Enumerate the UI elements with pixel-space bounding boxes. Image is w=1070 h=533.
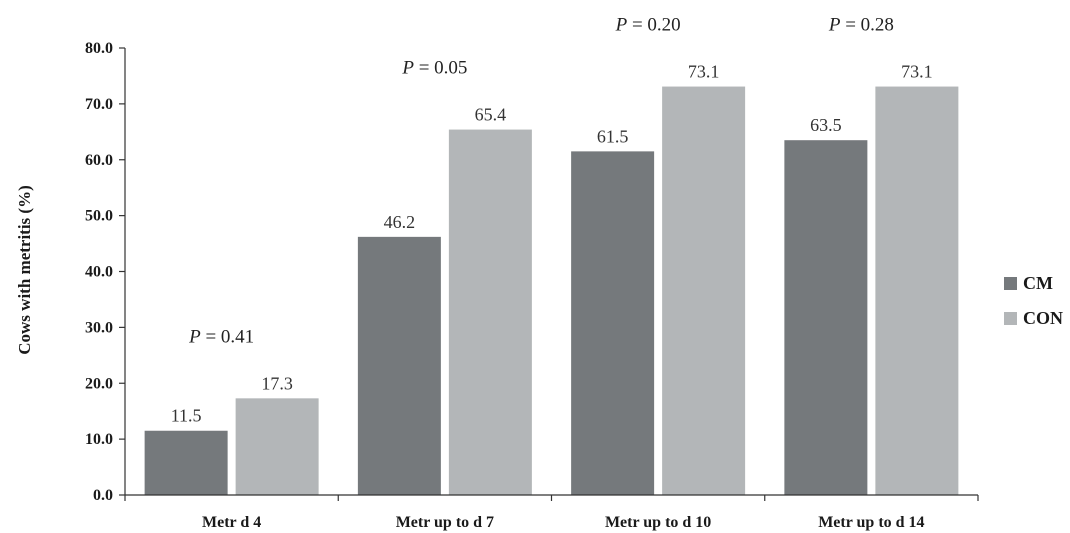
data-label-cm-4: 63.5 — [810, 115, 842, 135]
ticks-layer: 0.0 10.0 20.0 30.0 40.0 50.0 60.0 70.0 80.0 — [85, 40, 979, 504]
p-value-label: P = 0.05 — [401, 58, 467, 79]
bar-cm-4 — [784, 140, 868, 495]
p-value-label: P = 0.28 — [828, 15, 894, 36]
y-tick-label: 60.0 — [85, 152, 113, 169]
y-tick-label: 70.0 — [85, 96, 113, 113]
p-value-symbol: P — [188, 326, 201, 347]
p-value-number: = 0.28 — [840, 15, 893, 36]
y-tick-label: 20.0 — [85, 375, 113, 392]
data-label-cm-1: 11.5 — [171, 406, 202, 426]
bars-layer — [144, 86, 959, 496]
x-category-label: Metr d 4 — [202, 514, 261, 531]
x-category-label: Metr up to d 7 — [396, 514, 494, 531]
bar-con-1 — [235, 398, 319, 495]
x-category-label: Metr up to d 14 — [818, 514, 924, 531]
bar-con-3 — [662, 86, 746, 496]
legend: CM CON — [1004, 273, 1063, 328]
data-label-con-4: 73.1 — [901, 62, 933, 82]
legend-label-con: CON — [1023, 308, 1063, 328]
bar-cm-2 — [357, 236, 441, 496]
p-value-number: = 0.20 — [627, 15, 680, 36]
p-value-label: P = 0.41 — [188, 326, 254, 347]
p-value-symbol: P — [401, 58, 414, 79]
y-tick-label: 10.0 — [85, 431, 113, 448]
y-tick-label: 0.0 — [93, 487, 113, 504]
data-label-cm-3: 61.5 — [597, 126, 629, 146]
p-value-symbol: P — [615, 15, 628, 36]
p-value-label: P = 0.20 — [615, 15, 681, 36]
bar-con-4 — [875, 86, 959, 496]
y-axis-title: Cows with metritis (%) — [15, 185, 34, 355]
y-tick-label: 30.0 — [85, 319, 113, 336]
bar-cm-1 — [144, 430, 228, 495]
p-value-number: = 0.05 — [414, 58, 467, 79]
x-category-label: Metr up to d 10 — [605, 514, 711, 531]
y-tick-label: 50.0 — [85, 208, 113, 225]
labels-layer: 11.5 17.3 Metr d 4 P = 0.41 46.2 65.4 Metr up … — [171, 15, 933, 531]
y-tick-label: 40.0 — [85, 264, 113, 281]
data-label-con-2: 65.4 — [475, 105, 507, 125]
bar-cm-3 — [571, 151, 655, 495]
p-value-number: = 0.41 — [201, 326, 254, 347]
legend-swatch-cm — [1004, 277, 1017, 290]
legend-swatch-con — [1004, 312, 1017, 325]
bar-con-2 — [448, 129, 532, 495]
legend-label-cm: CM — [1023, 273, 1053, 293]
data-label-con-3: 73.1 — [688, 62, 720, 82]
y-tick-label: 80.0 — [85, 40, 113, 57]
data-label-con-1: 17.3 — [261, 373, 293, 393]
data-label-cm-2: 46.2 — [384, 212, 416, 232]
p-value-symbol: P — [828, 15, 841, 36]
